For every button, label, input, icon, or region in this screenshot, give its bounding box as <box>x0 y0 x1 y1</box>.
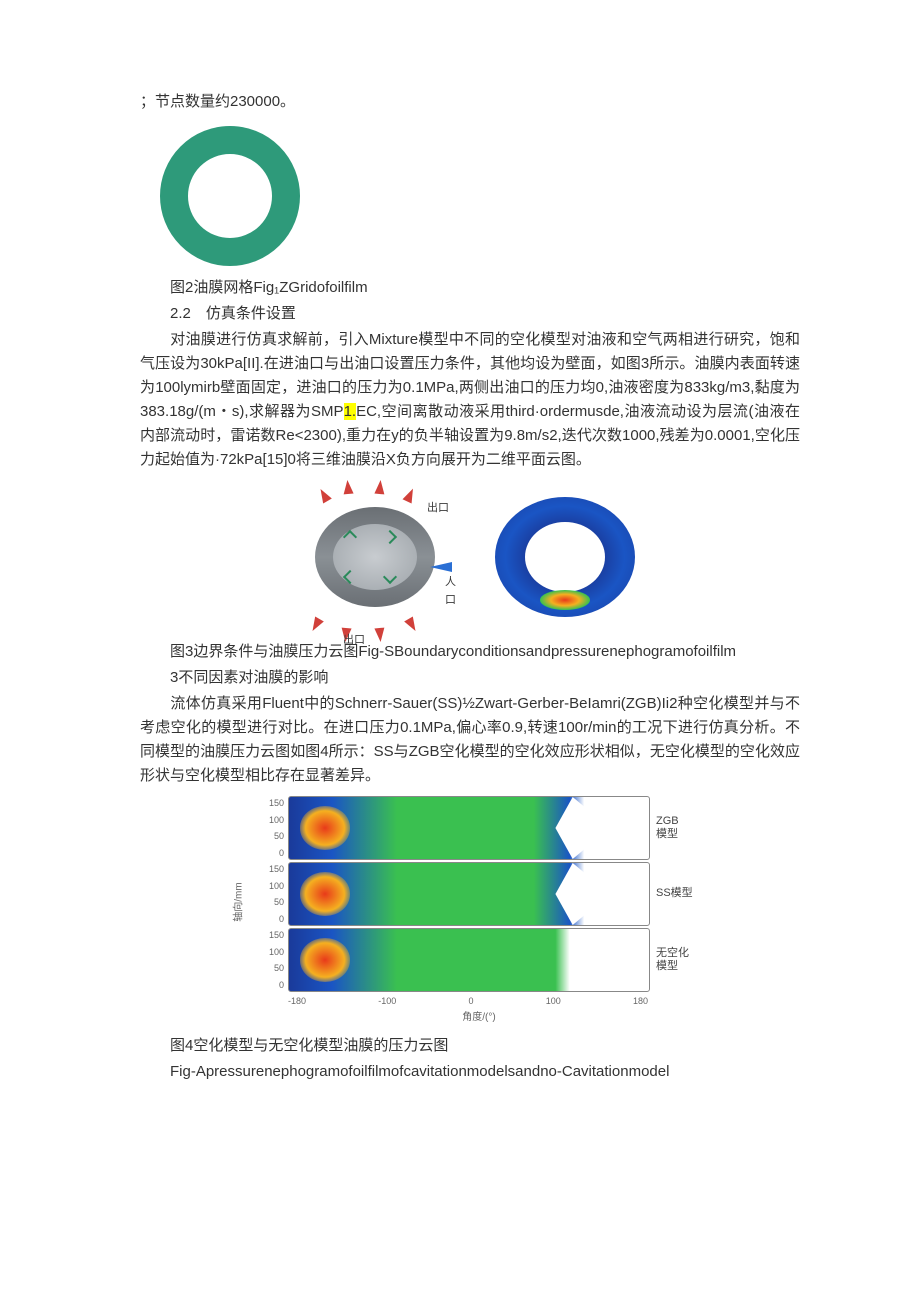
hot-blob <box>300 938 350 981</box>
fig4-yaxis: 150 100 50 0 <box>248 796 288 860</box>
arrow-icon <box>404 616 420 633</box>
ytick: 0 <box>279 978 284 992</box>
ytick: 0 <box>279 912 284 926</box>
fig4-label-none: 无空化 模型 <box>650 928 710 992</box>
arrow-icon <box>374 628 385 643</box>
section-3: 3不同因素对油膜的影响 <box>140 666 800 690</box>
ring-shape <box>160 126 300 266</box>
arrow-icon <box>403 487 418 504</box>
hot-blob <box>300 872 350 915</box>
ytick: 50 <box>274 829 284 843</box>
ytick: 150 <box>269 862 284 876</box>
ring3d-hole <box>525 522 605 592</box>
top-line: ；节点数量约230000。 <box>140 90 800 114</box>
paragraph-2: 流体仿真采用Fluent中的Schnerr-Sauer(SS)½Zwart-Ge… <box>140 692 800 788</box>
fig3-label-in: 人口 <box>445 574 456 609</box>
hotspot <box>540 590 590 610</box>
ytick: 50 <box>274 895 284 909</box>
arrow-icon <box>374 480 385 495</box>
fig4-label-ss: SS模型 <box>650 862 710 926</box>
section-2-2: 2.2 仿真条件设置 <box>140 302 800 326</box>
fig4-caption-cn: 图4空化模型与无空化模型油膜的压力云图 <box>140 1034 800 1058</box>
fig4-bar-ss <box>288 862 650 926</box>
fig3-caption: 图3边界条件与油膜压力云图Fig-SBoundaryconditionsandp… <box>140 640 800 664</box>
paragraph-1: 对油膜进行仿真求解前，引入Mixture模型中不同的空化模型对油液和空气两相进行… <box>140 328 800 472</box>
ytick: 100 <box>269 879 284 893</box>
fig3-right <box>485 482 645 632</box>
ytick: 100 <box>269 813 284 827</box>
arrow-icon <box>430 562 452 572</box>
fig4-ylabel: 轴向/mm <box>232 882 248 921</box>
para2-text: 流体仿真采用Fluent中的Schnerr-Sauer(SS)½Zwart-Ge… <box>140 695 800 784</box>
fig4-bar-zgb <box>288 796 650 860</box>
xtick: -100 <box>378 994 396 1008</box>
fig2-image <box>160 126 800 266</box>
ytick: 0 <box>279 846 284 860</box>
fig4-image: 150 100 50 0 ZGB 模型 轴向/mm 150 100 50 0 S… <box>230 796 710 1026</box>
xtick: -180 <box>288 994 306 1008</box>
fig3-label-out1: 出口 <box>427 500 449 518</box>
ytick: 100 <box>269 945 284 959</box>
fig2-caption: 图2油膜网格Fig₁ZGridofoilfilm <box>140 276 800 300</box>
arrow-icon <box>342 480 353 495</box>
arrow-icon <box>308 616 324 633</box>
xtick: 0 <box>468 994 473 1008</box>
white-notch <box>555 863 598 925</box>
ytick: 150 <box>269 928 284 942</box>
fig4-bar-none <box>288 928 650 992</box>
arrow-icon <box>316 486 332 503</box>
white-notch <box>555 797 598 859</box>
xtick: 180 <box>633 994 648 1008</box>
ytick: 50 <box>274 961 284 975</box>
para1-highlight: 1. <box>344 403 357 420</box>
hot-blob <box>300 806 350 849</box>
fig4-xlabel: 角度/(°) <box>248 1010 710 1026</box>
fig4-yaxis: 150 100 50 0 <box>248 928 288 992</box>
fig3-left: 出口 人口 出口 <box>295 482 455 632</box>
fig3-label-out2: 出口 <box>343 632 365 650</box>
xtick: 100 <box>546 994 561 1008</box>
fig4-label-zgb: ZGB 模型 <box>650 796 710 860</box>
fig4-xaxis: -180 -100 0 100 180 <box>288 994 648 1008</box>
fig3-image: 出口 人口 出口 <box>250 482 690 632</box>
ytick: 150 <box>269 796 284 810</box>
fig4-caption-en: Fig-Apressurenephogramofoilfilmofcavitat… <box>140 1060 800 1084</box>
fig4-yaxis: 150 100 50 0 <box>248 862 288 926</box>
